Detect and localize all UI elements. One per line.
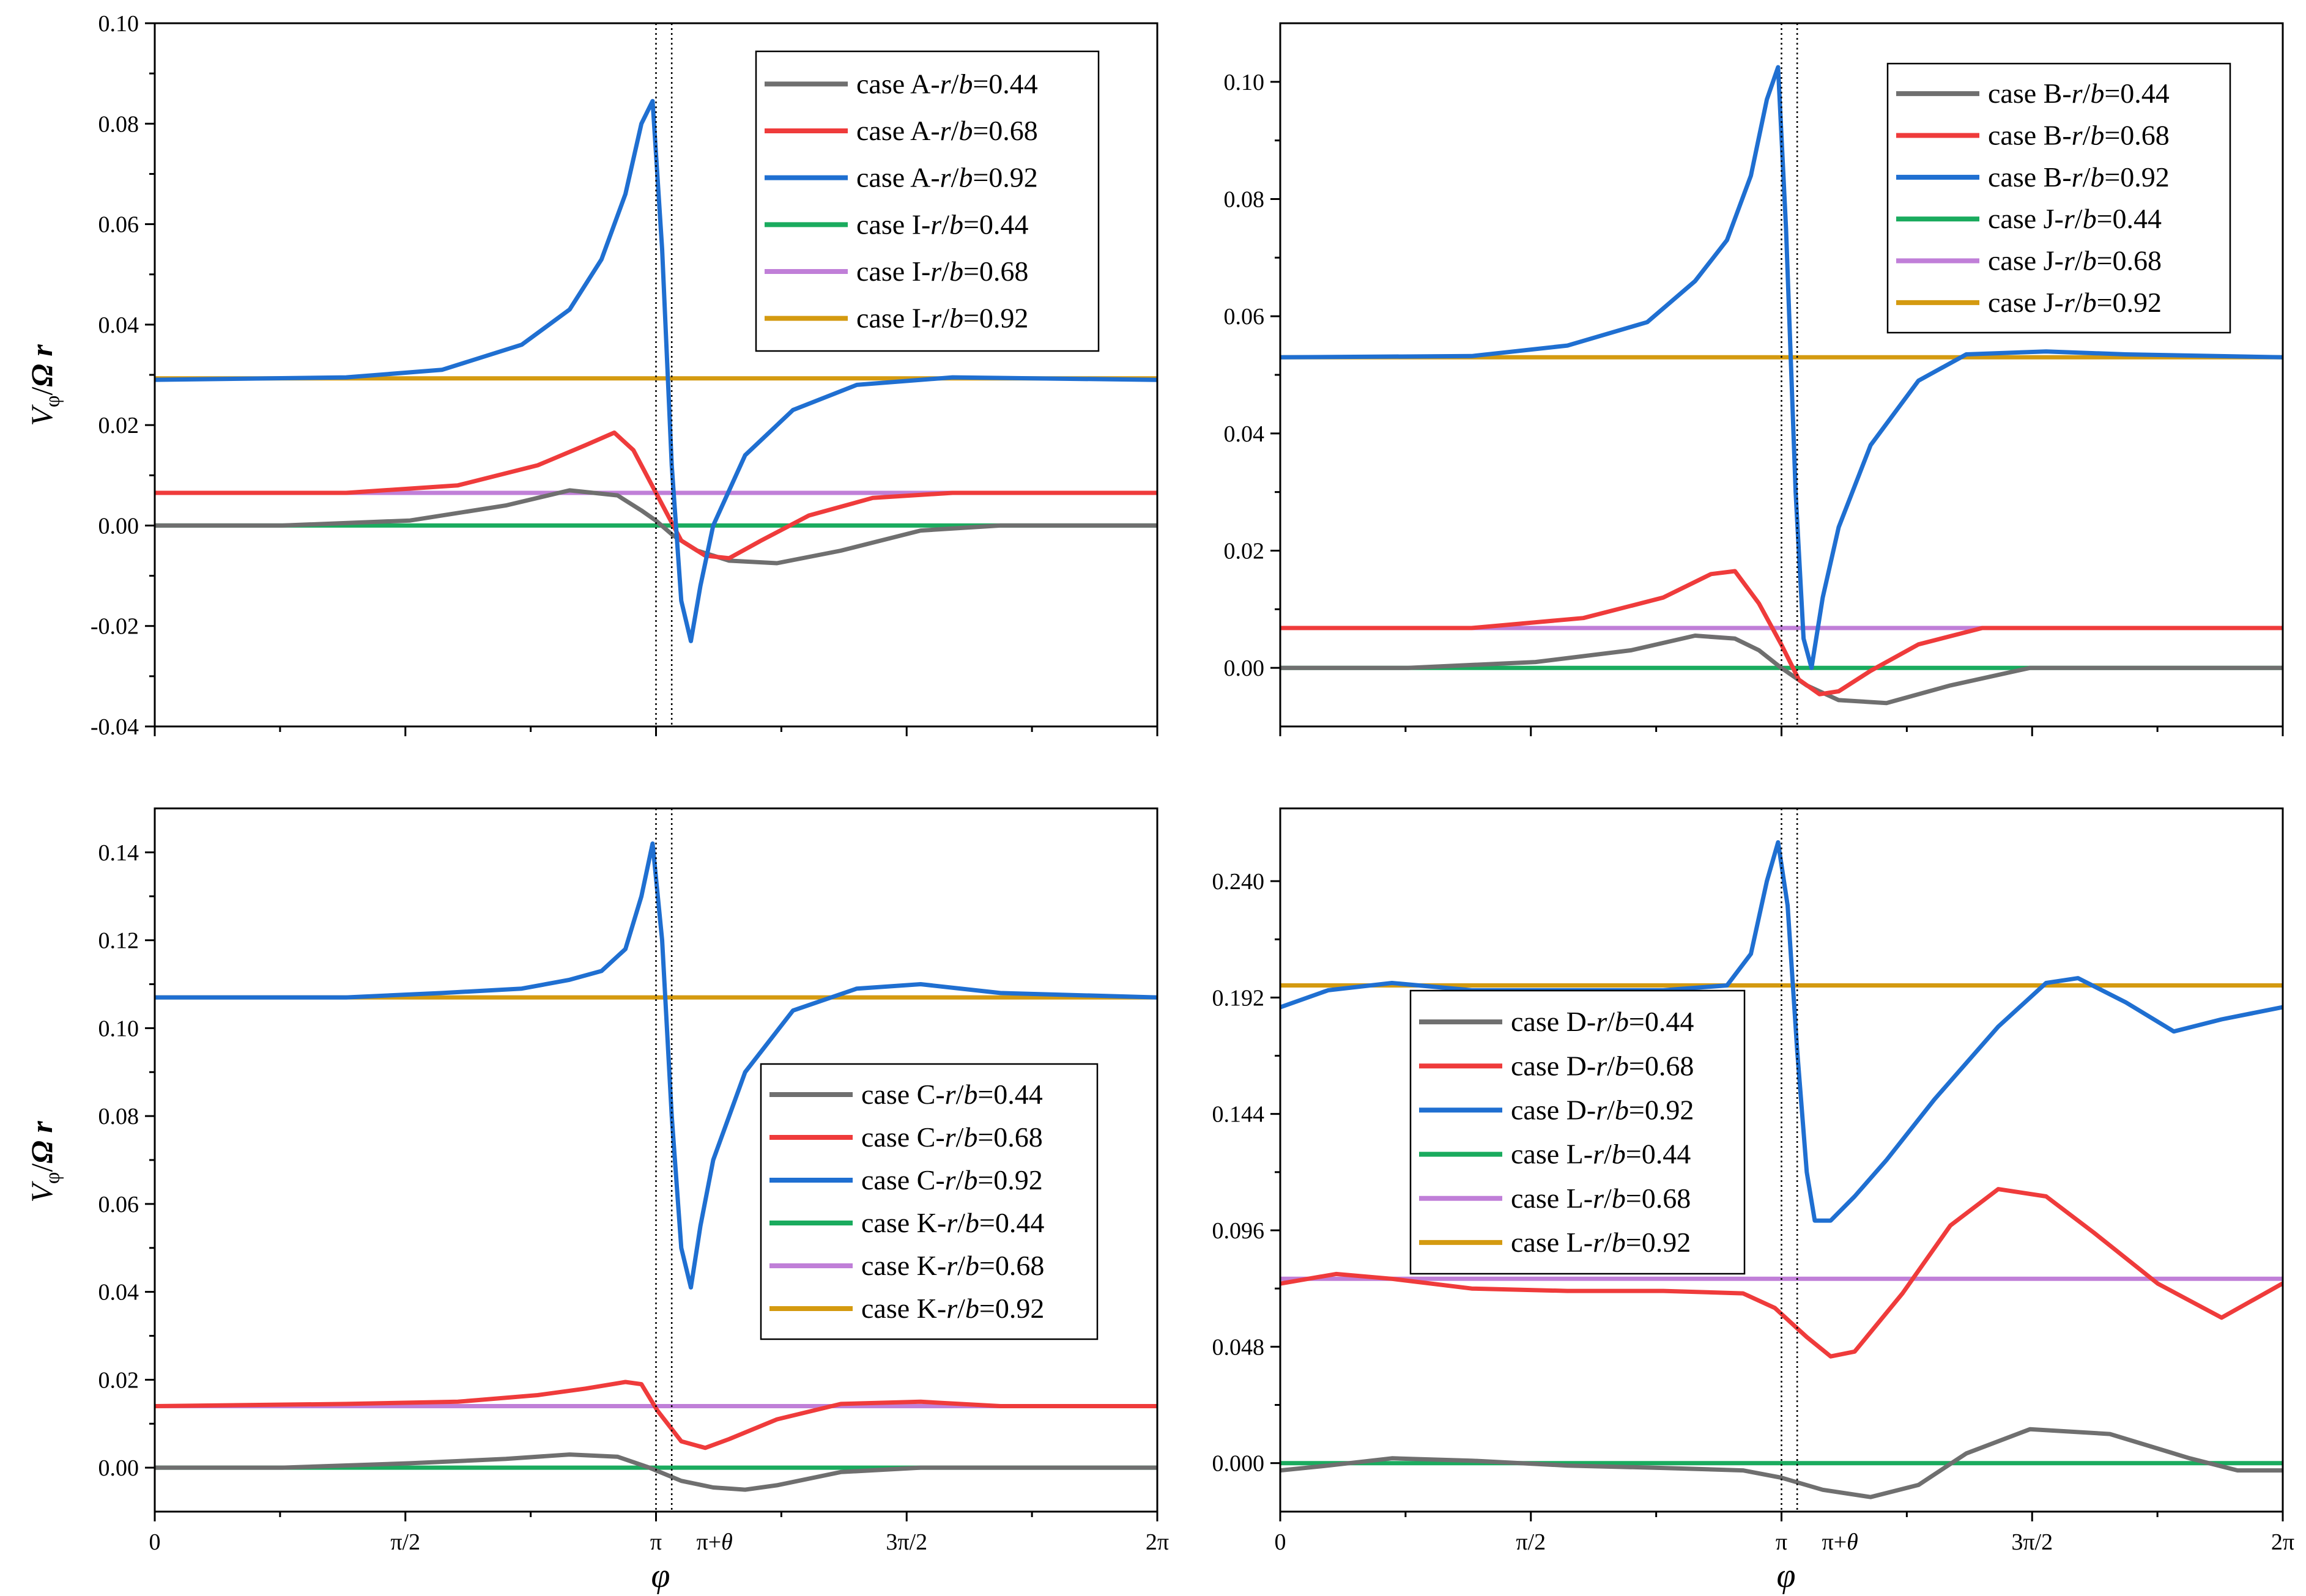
legend-label-3: case C-r/b=0.92 bbox=[861, 1164, 1043, 1195]
y-tick-label: 0.144 bbox=[1212, 1102, 1265, 1128]
series-group bbox=[1280, 65, 2283, 706]
y-tick-label: 0.00 bbox=[1224, 656, 1265, 681]
series-line-2 bbox=[155, 1380, 1157, 1450]
chart-panel-top-right: 0.000.020.040.060.080.10 case B-r/b=0.44c… bbox=[1224, 22, 2284, 736]
series-group bbox=[155, 841, 1157, 1492]
x-tick-label: 0 bbox=[149, 1529, 161, 1555]
y-tick-label: 0.000 bbox=[1212, 1451, 1265, 1477]
y-tick-label: 0.10 bbox=[1224, 70, 1265, 95]
x-tick-label: 2π bbox=[1146, 1529, 1169, 1555]
y-tick-label: 0.08 bbox=[98, 1104, 139, 1129]
legend-label-3: case D-r/b=0.92 bbox=[1511, 1094, 1694, 1125]
series-line-2 bbox=[155, 430, 1157, 561]
legend-box bbox=[1886, 62, 2231, 334]
y-tick-label: 0.02 bbox=[98, 1367, 139, 1393]
y-tick-label: -0.04 bbox=[91, 714, 139, 740]
y-tick-label: 0.12 bbox=[98, 928, 139, 954]
series-group bbox=[155, 98, 1157, 643]
y-axis-label-bottom: Vφ/Ω r bbox=[24, 1121, 64, 1203]
y-tick-label: 0.04 bbox=[1224, 421, 1265, 447]
legend-label-6: case I-r/b=0.92 bbox=[856, 303, 1028, 334]
x-tick-label: π/2 bbox=[1516, 1529, 1546, 1555]
legend-label-2: case C-r/b=0.68 bbox=[861, 1121, 1043, 1153]
y-tick-label: 0.00 bbox=[98, 513, 139, 539]
chart-panel-bottom-right: 0.000 0.048 0.096 0.144 0.192 0.240 0 π/2 π 3π/2 2… bbox=[1212, 807, 2294, 1555]
series-line-1 bbox=[155, 1452, 1157, 1492]
legend-label-2: case B-r/b=0.68 bbox=[1988, 120, 2170, 151]
y-axis-label-top: Vφ/Ω r bbox=[24, 344, 64, 426]
legend-label-6: case L-r/b=0.92 bbox=[1511, 1227, 1691, 1258]
x-tick-label: 3π/2 bbox=[2011, 1529, 2053, 1555]
series-line-3 bbox=[155, 98, 1157, 643]
series-line-1 bbox=[1280, 1427, 2283, 1499]
y-tick-label: 0.02 bbox=[1224, 539, 1265, 564]
y-tick-label: 0.08 bbox=[1224, 187, 1265, 213]
x-theta-label: π+θ bbox=[697, 1529, 733, 1555]
legend-label-2: case D-r/b=0.68 bbox=[1511, 1050, 1694, 1081]
legend-box bbox=[1409, 989, 1746, 1275]
x-tick-label: π bbox=[650, 1529, 662, 1555]
legend: case A-r/b=0.44 case A-r/b=0.68 case A-r/b… bbox=[755, 50, 1100, 352]
legend-label-2: case A-r/b=0.68 bbox=[856, 115, 1038, 146]
y-tick-label: 0.02 bbox=[98, 413, 139, 438]
series-line-2 bbox=[1280, 1187, 2283, 1359]
legend: case C-r/b=0.44 case C-r/b=0.68 case C-r/b… bbox=[760, 1063, 1099, 1340]
legend: case D-r/b=0.44 case D-r/b=0.68 case D-r/b… bbox=[1409, 989, 1746, 1275]
y-tick-label: -0.02 bbox=[91, 614, 139, 640]
y-tick-label: 0.14 bbox=[98, 840, 139, 866]
y-tick-label: 0.192 bbox=[1212, 985, 1265, 1011]
series-line-1 bbox=[155, 488, 1157, 566]
legend: case B-r/b=0.44 case B-r/b=0.68 case B-r/b… bbox=[1886, 62, 2231, 334]
y-tick-label: 0.048 bbox=[1212, 1334, 1265, 1360]
legend-label-4: case J-r/b=0.44 bbox=[1988, 203, 2162, 234]
y-tick-label: 0.08 bbox=[98, 111, 139, 137]
y-tick-label: 0.06 bbox=[98, 1192, 139, 1217]
x-tick-label: 3π/2 bbox=[886, 1529, 927, 1555]
y-tick-label: 0.240 bbox=[1212, 869, 1265, 895]
legend-label-1: case C-r/b=0.44 bbox=[861, 1079, 1043, 1110]
legend-label-5: case I-r/b=0.68 bbox=[856, 256, 1028, 287]
legend-label-1: case D-r/b=0.44 bbox=[1511, 1006, 1694, 1037]
legend-label-4: case L-r/b=0.44 bbox=[1511, 1139, 1691, 1170]
y-tick-label: 0.06 bbox=[98, 212, 139, 238]
x-theta-label: π+θ bbox=[1822, 1529, 1858, 1555]
legend-label-5: case L-r/b=0.68 bbox=[1511, 1183, 1691, 1214]
legend-box bbox=[760, 1063, 1099, 1340]
legend-label-3: case B-r/b=0.92 bbox=[1988, 161, 2170, 193]
y-tick-label: 0.04 bbox=[98, 312, 139, 338]
y-tick-label: 0.06 bbox=[1224, 304, 1265, 330]
x-axis-label-right: φ bbox=[1777, 1557, 1796, 1595]
legend-label-5: case K-r/b=0.68 bbox=[861, 1250, 1044, 1281]
y-tick-label: 0.096 bbox=[1212, 1218, 1265, 1244]
series-line-2 bbox=[1280, 569, 2283, 696]
legend-label-1: case A-r/b=0.44 bbox=[856, 68, 1038, 99]
legend-label-6: case K-r/b=0.92 bbox=[861, 1293, 1044, 1324]
legend-label-4: case I-r/b=0.44 bbox=[856, 209, 1028, 240]
legend-label-4: case K-r/b=0.44 bbox=[861, 1207, 1044, 1238]
series-line-1 bbox=[1280, 634, 2283, 706]
legend-label-1: case B-r/b=0.44 bbox=[1988, 78, 2170, 109]
legend-label-5: case J-r/b=0.68 bbox=[1988, 245, 2162, 276]
x-axis-label-left: φ bbox=[651, 1557, 670, 1595]
legend-label-6: case J-r/b=0.92 bbox=[1988, 287, 2162, 318]
y-tick-label: 0.00 bbox=[98, 1455, 139, 1481]
x-tick-label: π bbox=[1776, 1529, 1787, 1555]
x-tick-label: 2π bbox=[2271, 1529, 2294, 1555]
x-tick-label: π/2 bbox=[390, 1529, 420, 1555]
series-line-3 bbox=[155, 841, 1157, 1290]
chart-panel-bottom-left: 0.00 0.02 0.04 0.06 0.08 0.10 0.12 0.14 0 π/2 π 3π/… bbox=[98, 807, 1169, 1555]
x-tick-label: 0 bbox=[1275, 1529, 1286, 1555]
legend-box bbox=[755, 50, 1100, 352]
y-tick-label: 0.10 bbox=[98, 1016, 139, 1041]
chart-panel-top-left: -0.04 -0.02 0.00 0.02 0.04 0.06 0.08 0.10 case A… bbox=[91, 11, 1159, 740]
y-tick-label: 0.04 bbox=[98, 1280, 139, 1306]
legend-label-3: case A-r/b=0.92 bbox=[856, 162, 1038, 193]
y-tick-label: 0.10 bbox=[98, 11, 139, 37]
series-line-3 bbox=[1280, 65, 2283, 670]
